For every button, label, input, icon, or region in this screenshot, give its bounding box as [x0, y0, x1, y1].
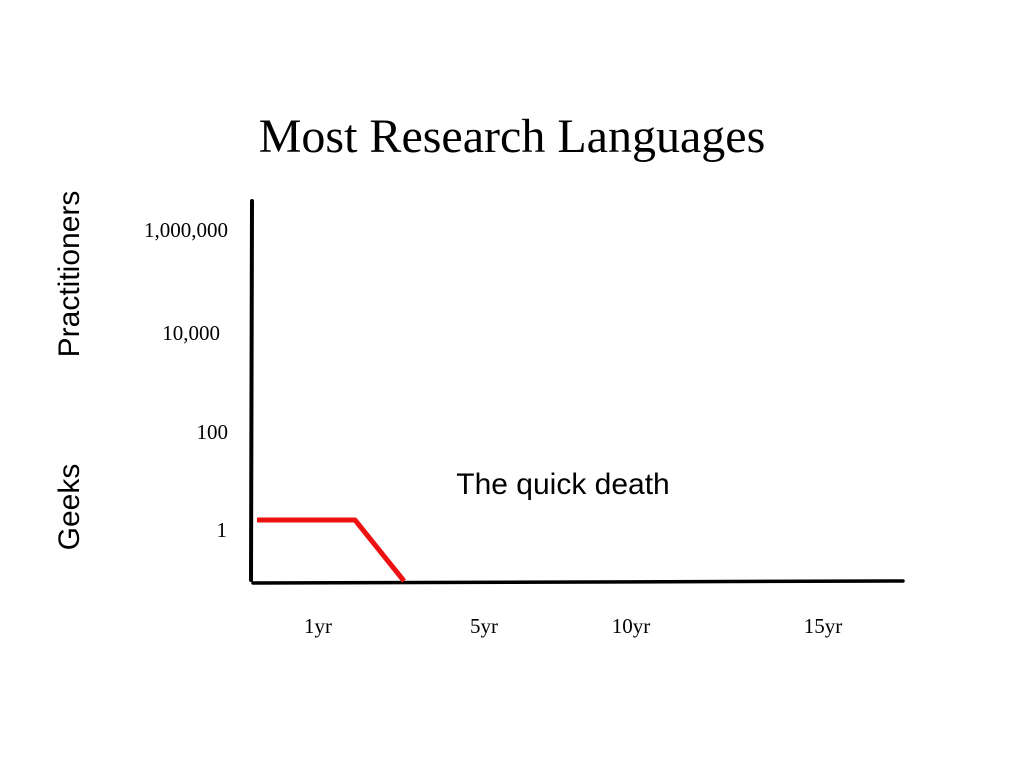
x-tick-labels: 1yr 5yr 10yr 15yr: [304, 614, 842, 638]
x-tick-label: 10yr: [612, 614, 651, 638]
y-tick-label: 10,000: [162, 321, 220, 345]
x-tick-label: 15yr: [804, 614, 843, 638]
chart-title: Most Research Languages: [259, 110, 766, 163]
annotation-quick-death: The quick death: [456, 468, 669, 501]
x-axis: [251, 579, 905, 585]
x-tick-label: 5yr: [470, 614, 498, 638]
y-tick-label: 100: [197, 420, 229, 444]
series-layer: [257, 517, 406, 583]
y-tick-label: 1,000,000: [144, 218, 228, 242]
x-tick-label: 1yr: [304, 614, 332, 638]
y-label-practitioners: Practitioners: [53, 191, 86, 358]
y-tick-label: 1: [217, 518, 228, 542]
y-axis: [249, 199, 254, 582]
y-label-geeks: Geeks: [53, 464, 86, 551]
y-tick-labels: 1,000,000 10,000 100 1: [144, 218, 228, 542]
series-line: [257, 517, 406, 583]
